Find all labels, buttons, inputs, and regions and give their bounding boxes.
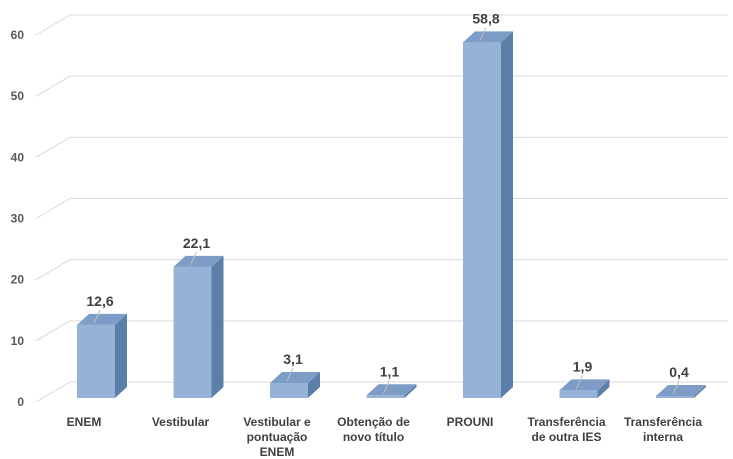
bar xyxy=(656,385,706,398)
gridline-diagonal xyxy=(35,14,71,36)
y-tick-label: 30 xyxy=(11,212,25,226)
data-label-leader xyxy=(672,380,680,395)
data-label-leader xyxy=(383,380,390,394)
bar-top xyxy=(77,313,127,325)
bar-front xyxy=(559,390,598,398)
bar-top xyxy=(463,31,513,43)
bar-side xyxy=(211,255,224,398)
data-label-leader xyxy=(190,251,197,266)
bar xyxy=(173,255,224,398)
category-label-line: Obtenção de xyxy=(337,415,410,429)
y-tick-label: 60 xyxy=(11,28,25,42)
data-label: 22,1 xyxy=(183,235,210,251)
bar-front xyxy=(173,266,212,398)
y-tick-label: 20 xyxy=(11,273,25,287)
bar xyxy=(463,31,513,399)
bar-top xyxy=(366,384,417,396)
gridlines xyxy=(35,14,728,403)
bar-side xyxy=(308,372,320,398)
bar-side xyxy=(404,384,417,398)
category-label: Transferência interna xyxy=(624,415,702,444)
bar-front xyxy=(270,383,308,398)
gridline-diagonal xyxy=(35,136,71,158)
data-label: 0,4 xyxy=(669,364,689,380)
gridline-diagonal xyxy=(35,198,71,219)
bar-front xyxy=(463,42,501,399)
category-label-line: Vestibular e xyxy=(243,415,311,429)
category-label: Vestibular e pontuação ENEM xyxy=(243,415,311,459)
data-label: 58,8 xyxy=(472,10,499,26)
category-label-line: de outra IES xyxy=(531,430,601,444)
category-label-line: ENEM xyxy=(67,415,102,429)
data-label: 1,9 xyxy=(573,358,593,374)
gridline-diagonal xyxy=(35,381,71,403)
data-label: 1,1 xyxy=(380,363,400,379)
category-label-line: PROUNI xyxy=(447,415,494,429)
bar-top xyxy=(270,372,320,384)
data-label-leader xyxy=(576,375,583,389)
data-label-leader xyxy=(93,309,101,324)
category-label-line: interna xyxy=(643,430,683,444)
gridline-diagonal xyxy=(35,75,71,97)
category-label: Obtenção de novo título xyxy=(337,415,410,444)
y-tick-label: 40 xyxy=(11,150,25,164)
gridline-diagonal xyxy=(35,320,71,342)
bar xyxy=(77,313,127,398)
bar-front xyxy=(77,324,115,398)
bar-side xyxy=(694,385,706,398)
category-label: PROUNI xyxy=(447,415,494,429)
data-label: 3,1 xyxy=(283,351,303,367)
y-axis-ticks: 0 10 20 30 40 50 60 xyxy=(11,28,25,409)
category-label-line: Transferência xyxy=(527,415,605,429)
category-label: ENEM xyxy=(67,415,102,429)
y-tick-label: 50 xyxy=(11,89,25,103)
category-label-line: Transferência xyxy=(624,415,702,429)
bar-front xyxy=(656,396,694,398)
category-labels: ENEM Vestibular Vestibular e pontuação ENEMO… xyxy=(67,415,703,459)
bar-side xyxy=(597,379,610,398)
data-label-leader xyxy=(286,367,294,382)
bar-top xyxy=(559,379,610,391)
bar-top xyxy=(656,385,706,396)
category-label-line: ENEM xyxy=(260,445,295,459)
category-label: Transferência de outra IES xyxy=(527,415,605,444)
bar-side xyxy=(115,313,127,398)
bars xyxy=(77,31,706,399)
data-label: 12,6 xyxy=(86,293,113,309)
gridline-diagonal xyxy=(35,259,71,281)
category-label-line: pontuação xyxy=(247,430,308,444)
y-tick-label: 10 xyxy=(11,334,25,348)
bar xyxy=(366,384,417,398)
bar xyxy=(559,379,610,398)
bar-top xyxy=(173,255,224,267)
bar-side xyxy=(501,31,513,399)
data-label-leader xyxy=(479,27,487,41)
y-tick-label: 0 xyxy=(17,395,24,409)
category-label: Vestibular xyxy=(152,415,210,429)
data-labels: 12,6 22,1 3,1 1,1 58,8 1,9 0,4 xyxy=(86,10,689,395)
category-label-line: novo título xyxy=(343,430,404,444)
bar-front xyxy=(366,395,405,398)
bar xyxy=(270,372,320,398)
category-label-line: Vestibular xyxy=(152,415,210,429)
